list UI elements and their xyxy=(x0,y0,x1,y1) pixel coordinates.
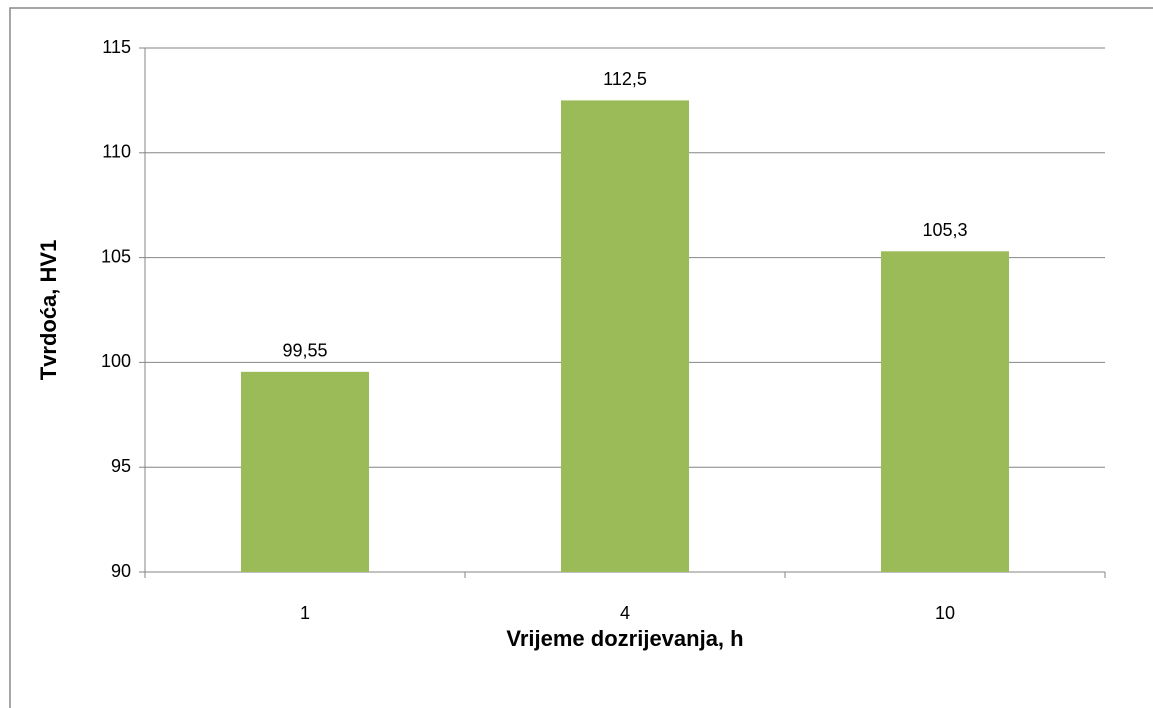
x-axis-title: Vrijeme dozrijevanja, h xyxy=(506,626,743,651)
y-tick-label: 105 xyxy=(101,246,131,266)
y-axis-title: Tvrdoća, HV1 xyxy=(36,240,61,381)
data-label: 105,3 xyxy=(922,220,967,240)
y-tick-label: 95 xyxy=(111,456,131,476)
data-label: 99,55 xyxy=(282,341,327,361)
bar xyxy=(881,251,1009,572)
y-tick-label: 115 xyxy=(102,37,131,57)
bar xyxy=(561,100,689,573)
y-tick-label: 100 xyxy=(101,351,131,371)
y-tick-label: 90 xyxy=(111,561,131,581)
data-label: 112,5 xyxy=(603,69,647,89)
x-tick-label: 10 xyxy=(935,603,955,623)
y-tick-label: 110 xyxy=(102,142,131,162)
x-tick-label: 1 xyxy=(300,603,310,623)
bar xyxy=(241,371,369,572)
x-tick-label: 4 xyxy=(620,603,630,623)
